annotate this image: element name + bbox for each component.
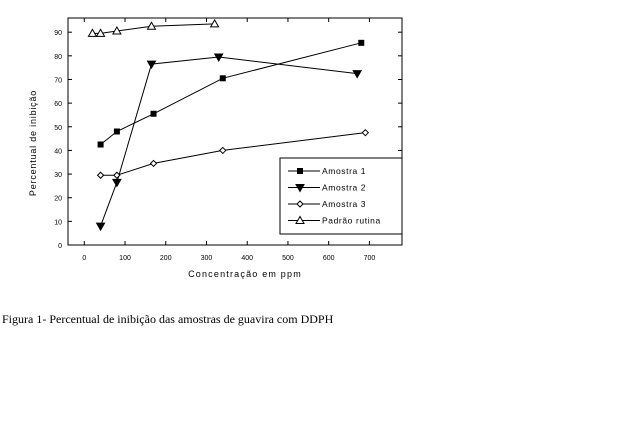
data-point-marker — [213, 53, 224, 63]
legend-entry: Padrão rutina — [288, 215, 381, 226]
data-point-marker — [219, 146, 227, 155]
plot-border — [67, 17, 403, 246]
data-point-marker — [113, 128, 120, 135]
y-tick-label: 40 — [54, 148, 62, 155]
data-point-marker — [97, 141, 104, 148]
y-tick-label: 90 — [54, 30, 62, 37]
data-point-marker — [149, 159, 158, 168]
y-tick-label: 0 — [58, 243, 62, 250]
x-tick-label: 500 — [282, 255, 294, 262]
data-point-marker — [209, 18, 220, 28]
data-point-marker — [96, 171, 105, 179]
data-point-marker — [296, 200, 304, 208]
legend-label: Padrão rutina — [322, 216, 381, 226]
x-tick-label: 600 — [323, 255, 335, 262]
series-1 — [97, 39, 365, 148]
y-tick-label: 20 — [54, 196, 62, 203]
y-tick-label: 70 — [54, 77, 62, 84]
data-point-marker — [297, 168, 303, 174]
data-point-marker — [95, 222, 106, 232]
x-tick-label: 700 — [364, 255, 376, 262]
data-point-marker — [150, 110, 157, 117]
axes: 0 10 20 30 40 50 60 70 80 90 0 100 200 300 400 500 600 70… — [54, 18, 402, 262]
legend-entry: Amostra 2 — [288, 183, 366, 193]
x-axis-label: Concentração em ppm — [188, 269, 302, 279]
data-point-marker — [352, 70, 363, 79]
x-tick-label: 300 — [201, 255, 213, 262]
data-point-marker — [295, 184, 305, 193]
series-layer — [87, 18, 370, 232]
data-point-marker — [219, 75, 226, 82]
data-point-marker — [113, 171, 121, 179]
y-tick-label: 30 — [54, 172, 62, 179]
data-point-marker — [87, 28, 98, 37]
data-point-marker — [112, 178, 122, 188]
x-tick-label: 400 — [241, 255, 253, 262]
data-point-marker — [361, 128, 370, 137]
data-point-marker — [95, 28, 106, 37]
data-point-marker — [146, 21, 157, 30]
x-tick-label: 100 — [119, 255, 131, 262]
legend-label: Amostra 3 — [322, 199, 366, 209]
plot-frame — [67, 17, 403, 246]
y-tick-label: 50 — [54, 125, 62, 132]
x-tick-label: 0 — [82, 255, 86, 262]
y-tick-label: 10 — [54, 219, 62, 226]
legend: Amostra 1 Amostra 2 Amostra 3 Padrão rutina — [279, 157, 403, 235]
figure-caption: Figura 1- Percentual de inibição das amo… — [2, 312, 334, 326]
legend-entry: Amostra 1 — [288, 166, 366, 176]
series-4 — [87, 18, 220, 37]
legend-label: Amostra 1 — [322, 166, 366, 176]
y-tick-label: 60 — [54, 101, 62, 108]
data-point-marker — [112, 25, 122, 35]
legend-entry: Amostra 3 — [288, 199, 366, 209]
x-tick-label: 200 — [160, 255, 172, 262]
data-point-marker — [146, 60, 157, 70]
series-3 — [96, 128, 370, 179]
y-tick-label: 80 — [54, 54, 62, 61]
data-point-marker — [295, 215, 305, 224]
data-point-marker — [358, 39, 365, 46]
line-chart: 0 10 20 30 40 50 60 70 80 90 0 100 200 300 400 500 600 70… — [28, 17, 403, 279]
series-2 — [95, 53, 363, 232]
y-axis-label: Percentual de inibição — [28, 90, 38, 196]
legend-label: Amostra 2 — [322, 183, 366, 193]
